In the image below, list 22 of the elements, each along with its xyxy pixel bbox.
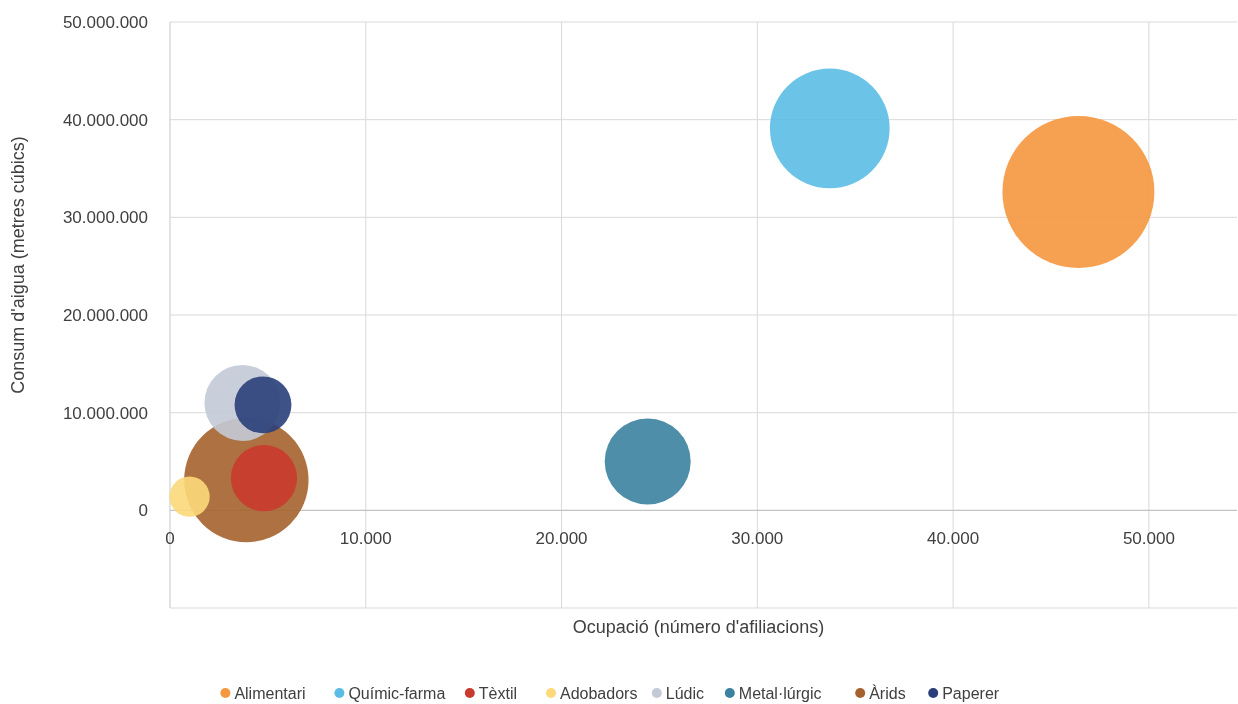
legend-label: Lúdic (665, 684, 705, 702)
legend-label: Metal·lúrgic (738, 684, 822, 702)
x-tick-label: 30.000 (731, 529, 784, 549)
x-tick-label: 0 (165, 529, 175, 549)
x-tick-label: 40.000 (927, 529, 980, 549)
y-tick-label: 40.000.000 (62, 110, 148, 130)
legend-label: Adobadors (560, 684, 638, 702)
legend-label: Tèxtil (478, 684, 518, 702)
legend-label: Químic-farma (348, 684, 446, 702)
x-tick-label: 20.000 (535, 529, 588, 549)
y-axis-title: Consum d'aigua (metres cúbics) (8, 136, 29, 394)
legend-label: Àrids (869, 683, 906, 702)
x-tick-label: 10.000 (339, 529, 392, 549)
y-tick-label: 50.000.000 (62, 12, 148, 32)
y-tick-label: 30.000.000 (62, 208, 148, 228)
legend-label: Paperer (942, 684, 1000, 702)
x-tick-label: 50.000 (1122, 529, 1175, 549)
y-tick-label: 10.000.000 (62, 403, 148, 423)
y-tick-label: 0 (138, 501, 148, 521)
legend-label: Alimentari (234, 684, 306, 702)
y-tick-label: 20.000.000 (62, 305, 148, 325)
x-axis-title: Ocupació (número d'afiliacions) (572, 617, 825, 638)
